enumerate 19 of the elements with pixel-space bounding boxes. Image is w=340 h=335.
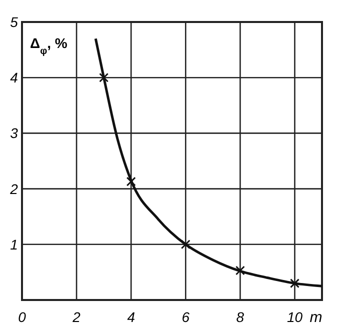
y-tick-label: 5 [10,14,18,30]
x-tick-label: 0 [18,309,26,325]
y-tick-label: 2 [9,180,18,197]
x-tick-label: 4 [127,309,136,325]
x-tick-label: 8 [236,309,244,325]
point [235,266,245,276]
y-axis-title: Δ$_{φ}$, % [30,35,68,56]
y-tick-label: 1 [10,236,18,252]
y-tick-label: 3 [10,125,18,142]
point [99,72,109,82]
point [290,278,300,288]
line-series [94,37,324,288]
x-tick-label: 10 [286,309,303,325]
y-tick-label: 4 [10,70,18,86]
x-axis-title: m [310,309,322,326]
x-tick-label: 6 [182,309,190,325]
point [126,176,136,186]
point [180,240,190,250]
x-tick-label: 2 [72,309,81,325]
